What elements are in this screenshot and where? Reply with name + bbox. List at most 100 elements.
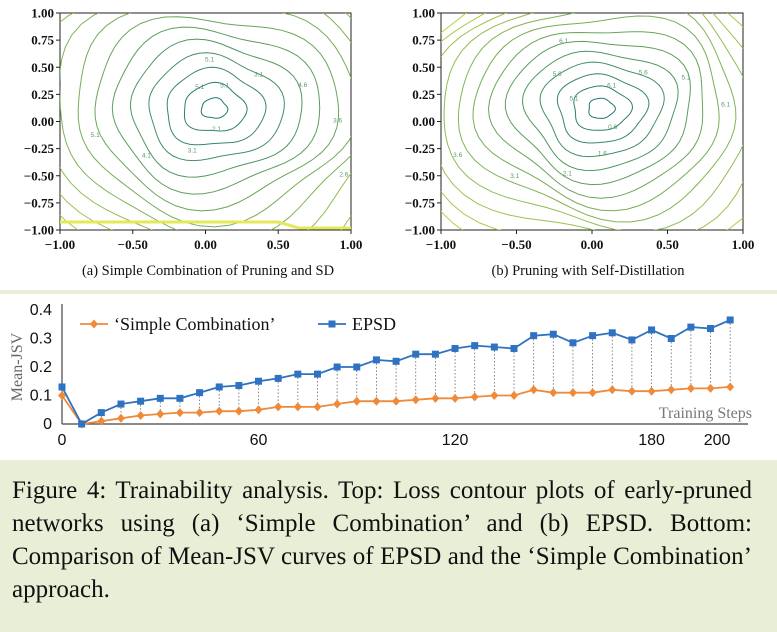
y-tick-label: 0.1	[30, 388, 52, 405]
data-point	[97, 416, 106, 426]
contour-label: 3.6	[333, 118, 342, 125]
data-point	[234, 406, 243, 416]
data-point	[372, 356, 380, 364]
y-tick-label: −0.25	[24, 141, 55, 156]
contour-plots: 5.1 3.1 4.6 3.6 2.6 2.1 3.1 4.1 5.1 5.1 5.1 1.00 0.7…	[24, 6, 755, 280]
y-tick-label: −0.50	[405, 168, 435, 183]
data-point	[706, 383, 715, 393]
x-tick-label: 1.00	[732, 237, 755, 252]
contour-label: 5.1	[91, 132, 100, 139]
data-point	[687, 323, 695, 331]
legend: ‘Simple Combination’ EPSD	[80, 314, 396, 334]
contour-line	[457, 13, 737, 223]
y-tick-label: −0.25	[405, 141, 436, 156]
y-tick-label: 0.25	[31, 87, 54, 102]
contour-label: 5.1	[681, 75, 690, 82]
data-point	[392, 396, 401, 406]
data-point	[608, 329, 616, 337]
x-tick-label: −1.00	[426, 237, 456, 252]
y-tick-label: 0.50	[31, 60, 54, 75]
data-point	[647, 386, 656, 396]
data-point	[648, 326, 656, 334]
x-tick-label: −0.50	[118, 237, 148, 252]
data-point	[451, 344, 459, 352]
contour-line	[588, 97, 616, 119]
contour-label: 2.1	[563, 170, 572, 177]
y-tick-label: 0.4	[30, 302, 52, 319]
contour-label: 2.1	[212, 126, 221, 133]
data-point	[274, 402, 283, 412]
plot-frame	[59, 12, 352, 231]
data-point	[627, 386, 636, 396]
x-tick-label: 0.50	[267, 237, 290, 252]
data-point	[608, 385, 617, 395]
x-tick-label: 120	[442, 432, 469, 449]
contour-line	[504, 40, 691, 186]
contour-line	[60, 13, 351, 230]
y-tick-label: 0.50	[412, 60, 435, 75]
x-tick-label: 0.00	[581, 237, 604, 252]
contour-label: 6.1	[721, 101, 730, 108]
y-tick-label: 0.25	[412, 87, 435, 102]
y-tick-label: 0	[43, 416, 52, 433]
x-tick-label: 0.00	[194, 237, 217, 252]
data-point	[667, 335, 675, 342]
data-point	[333, 363, 341, 371]
x-tick-label: −0.50	[501, 237, 531, 252]
data-point	[431, 350, 439, 358]
contour-label: 3.1	[188, 147, 197, 154]
contour-line	[443, 13, 743, 230]
contour-line	[521, 50, 679, 172]
contour-band	[60, 220, 351, 230]
y-tick-label: 0.75	[31, 33, 54, 48]
data-point	[353, 363, 361, 371]
data-point	[529, 385, 538, 395]
contour-line	[94, 16, 340, 212]
data-point	[58, 391, 66, 400]
data-point	[588, 388, 597, 398]
contour-plot-b: 6.1 5.6 5.1 6.1 0.6 1.6 2.1 3.1 3.6 5.1 5.6 6.1 1.00…	[405, 6, 755, 253]
caption-b: (b) Pruning with Self-Distillation	[492, 263, 686, 279]
contour-label: 5.6	[639, 70, 648, 77]
legend-label-epsd: EPSD	[352, 314, 396, 334]
legend-label-simple: ‘Simple Combination’	[114, 314, 276, 334]
data-point	[333, 399, 342, 409]
legend-marker-simple	[90, 319, 98, 329]
data-point	[196, 389, 204, 397]
x-tick-label: 1.00	[340, 237, 363, 252]
contour-lines	[60, 13, 351, 230]
contour-line	[573, 85, 633, 131]
contour-label: 4.1	[142, 152, 151, 159]
data-point	[568, 388, 577, 398]
data-point	[352, 396, 361, 406]
data-point	[215, 383, 223, 391]
data-point	[254, 405, 263, 415]
contour-line	[111, 26, 321, 195]
data-point	[726, 316, 734, 324]
x-tick-label: 0	[58, 432, 67, 449]
y-tick-label: −0.75	[405, 195, 436, 210]
contour-label: 5.6	[553, 71, 562, 78]
figure-caption: Figure 4: Trainability analysis. Top: Lo…	[12, 477, 752, 603]
contour-label: 2.6	[339, 171, 348, 178]
y-tick-label: 1.00	[412, 6, 435, 21]
data-point	[215, 406, 224, 416]
data-point	[530, 332, 538, 340]
contour-label: 1.6	[598, 151, 607, 158]
contour-line	[539, 61, 665, 158]
legend-marker-epsd	[328, 320, 336, 328]
data-point	[235, 382, 243, 390]
data-point	[726, 382, 735, 392]
contour-line	[487, 31, 704, 199]
data-point	[137, 397, 145, 405]
data-point	[667, 385, 676, 395]
data-point	[510, 344, 518, 352]
data-point	[176, 394, 184, 402]
contour-label: 5.1	[205, 57, 214, 64]
data-point	[156, 394, 164, 402]
data-point	[313, 402, 322, 412]
data-point	[97, 409, 105, 417]
contour-label: 3.1	[254, 71, 263, 78]
data-point	[628, 336, 636, 344]
mean-jsv-panel: 0 0.1 0.2 0.3 0.4 0 60 120 180 200 Mean-JSV Trainin…	[0, 294, 777, 460]
